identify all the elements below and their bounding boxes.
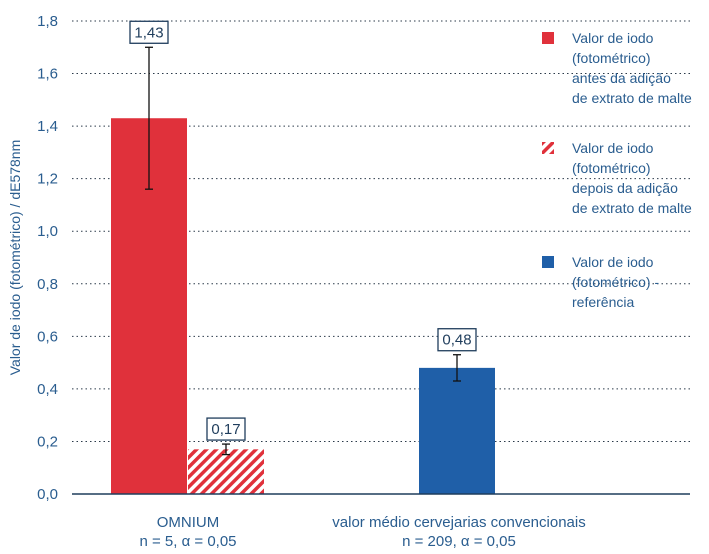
bar: [188, 449, 264, 494]
data-label: 1,43: [134, 24, 163, 41]
legend-label: antes da adição: [572, 70, 671, 86]
legend-label: Valor de iodo: [572, 30, 654, 46]
category-labels: OMNIUM n = 5, α = 0,05 valor médio cerveja…: [139, 514, 585, 550]
legend-label: Valor de iodo: [572, 254, 654, 270]
legend-label: depois da adição: [572, 180, 678, 196]
legend-label: de extrato de malte: [572, 200, 692, 216]
data-label-box: [129, 20, 169, 44]
legend-swatch: [542, 32, 554, 44]
bars: 1,43 0,17 0,48: [111, 20, 495, 494]
legend: Valor de iodo (fotométrico) antes da adiçã…: [542, 30, 692, 310]
y-axis-label: Valor de iodo (fotométrico) / dE578nm: [7, 140, 23, 376]
legend-label: referência: [572, 294, 634, 310]
y-tick-label: 0,8: [37, 276, 58, 293]
y-tick-label: 1,0: [37, 223, 58, 240]
legend-swatch: [542, 256, 554, 268]
y-tick-label: 1,4: [37, 118, 58, 135]
data-label: 0,48: [442, 332, 471, 349]
category-sublabel: n = 209, α = 0,05: [402, 533, 516, 550]
legend-label: (fotométrico): [572, 50, 651, 66]
y-tick-label: 1,8: [37, 13, 58, 30]
y-tick-label: 0,4: [37, 381, 58, 398]
data-label: 0,17: [211, 421, 240, 438]
bar: [419, 367, 495, 494]
legend-label: (fotométrico) -: [572, 274, 659, 290]
y-tick-label: 0,6: [37, 328, 58, 345]
y-axis-ticks: 0,0 0,2 0,4 0,6 0,8 1,0 1,2 1,4 1,6 1,8: [37, 13, 58, 503]
y-tick-label: 0,2: [37, 433, 58, 450]
data-label-box: [206, 417, 246, 441]
legend-label: (fotométrico): [572, 160, 651, 176]
y-tick-label: 1,6: [37, 66, 58, 83]
y-tick-label: 0,0: [37, 486, 58, 503]
legend-label: Valor de iodo: [572, 140, 654, 156]
y-tick-label: 1,2: [37, 171, 58, 188]
legend-label: de extrato de malte: [572, 90, 692, 106]
category-label: valor médio cervejarias convencionais: [332, 514, 585, 531]
category-label: OMNIUM: [157, 514, 220, 531]
legend-swatch: [542, 142, 554, 154]
data-label-box: [437, 328, 477, 352]
category-sublabel: n = 5, α = 0,05: [139, 533, 236, 550]
